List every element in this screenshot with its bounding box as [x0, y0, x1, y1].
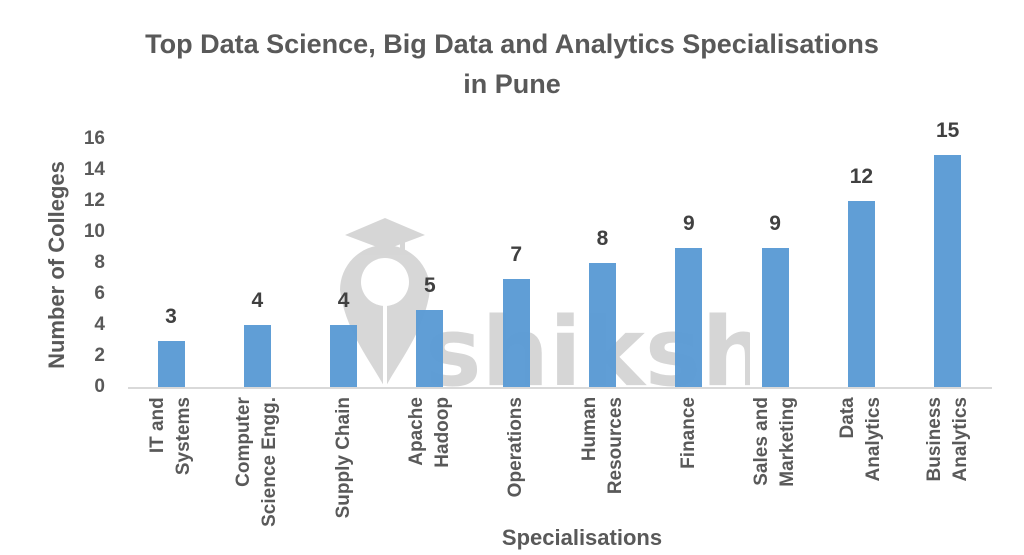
- x-tick-label-line: Data: [837, 397, 859, 439]
- y-tick-label: 4: [94, 314, 105, 335]
- bar: [761, 247, 789, 387]
- bar-value-label: 4: [337, 289, 350, 312]
- bar: [934, 154, 962, 387]
- bar-value-label: 15: [936, 118, 960, 142]
- x-tick-label: Data Analytics: [835, 397, 887, 481]
- y-tick-label: 10: [83, 221, 105, 242]
- y-tick-label: 6: [94, 283, 105, 304]
- x-tick-label-line: Apache: [405, 397, 427, 466]
- bar: [157, 340, 185, 387]
- bar-value-label: 9: [682, 211, 695, 235]
- x-tick-label-line: Analytics: [949, 397, 971, 482]
- x-tick-label: IT and Systems: [145, 397, 197, 475]
- x-tick-label: Business Analytics: [922, 397, 974, 481]
- bar: [243, 325, 271, 387]
- bar-value-label: 9: [769, 211, 781, 235]
- x-tick-label-line: Science Engg.: [259, 397, 281, 527]
- x-tick-label-line: Computer: [233, 397, 255, 487]
- x-tick-label-line: Marketing: [777, 397, 799, 487]
- bar-value-label: 5: [424, 273, 436, 297]
- chart-title-line-1: Top Data Science, Big Data and Analytics…: [145, 29, 879, 59]
- x-tick-label-line: Hadoop: [431, 397, 453, 468]
- y-tick-label: 2: [94, 345, 105, 366]
- x-tick-label-line: Finance: [677, 397, 699, 469]
- bar: [675, 247, 703, 387]
- x-tick-label: Apache Hadoop: [404, 397, 456, 468]
- bar: [502, 278, 530, 387]
- y-tick-label: 14: [83, 159, 105, 180]
- x-tick-label-line: Systems: [173, 397, 194, 476]
- x-tick-label-line: Supply Chain: [332, 397, 354, 519]
- x-tick-label-line: Sales and: [751, 397, 773, 486]
- bar: [330, 325, 358, 387]
- x-tick-label: Sales and Marketing: [749, 397, 801, 487]
- x-tick-label: Finance: [676, 397, 702, 469]
- y-tick-label: 16: [83, 128, 105, 149]
- x-tick-label: Operations: [503, 397, 529, 497]
- x-tick-label: Computer Science Engg.: [231, 397, 283, 527]
- x-tick-label-line: Business: [923, 397, 945, 482]
- bar-value-label: 4: [251, 289, 264, 312]
- bar: [847, 201, 875, 387]
- bar-value-label: 8: [596, 227, 609, 250]
- y-tick-label: 12: [83, 190, 105, 211]
- bar-value-label: 3: [165, 304, 177, 328]
- bar: [589, 263, 616, 387]
- x-tick-label-line: Resources: [604, 397, 626, 495]
- x-axis-line: [128, 387, 992, 389]
- x-axis-label: Specialisations: [501, 525, 663, 550]
- x-tick-label: Supply Chain: [331, 397, 357, 518]
- chart-title-line-2: in Pune: [463, 69, 561, 99]
- x-tick-label-line: Human: [578, 397, 600, 462]
- y-tick-label: 8: [94, 252, 105, 273]
- bar-value-label: 7: [510, 242, 523, 266]
- bar-value-label: 12: [849, 165, 874, 188]
- y-tick-label: 0: [94, 376, 105, 397]
- x-tick-label-line: Operations: [505, 397, 527, 498]
- bar: [416, 309, 444, 387]
- x-tick-label-line: Analytics: [863, 397, 885, 482]
- x-tick-label: Human Resources: [577, 397, 629, 494]
- x-tick-label-line: IT and: [147, 397, 168, 453]
